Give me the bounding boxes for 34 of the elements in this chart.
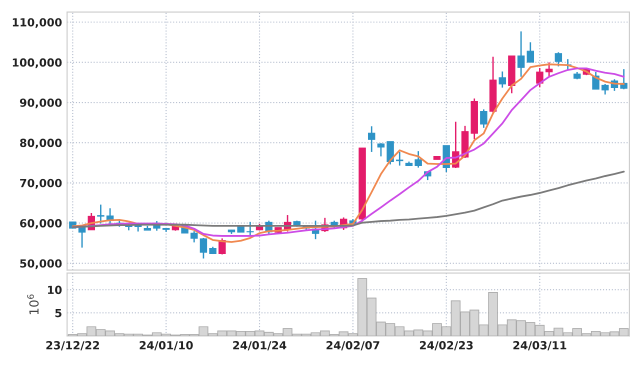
y-tick-label: 90,000 xyxy=(20,98,62,108)
y-tick-label: 110,000 xyxy=(12,18,62,28)
x-tick-label: 24/02/23 xyxy=(420,341,473,350)
candlestick xyxy=(526,42,534,64)
x-tick-label: 24/02/07 xyxy=(326,341,380,350)
y-tick-label: 100,000 xyxy=(12,58,62,68)
y-tick-label: 5 xyxy=(55,308,62,318)
x-tick-label: 24/03/11 xyxy=(513,341,566,350)
y-tick-label: 50,000 xyxy=(20,259,62,270)
candlestick xyxy=(97,204,104,224)
x-tick-label: 24/01/10 xyxy=(140,341,193,350)
candlestick xyxy=(218,238,226,256)
candlestick xyxy=(498,70,506,88)
y-axis-title: 10$^{6}$ xyxy=(27,294,39,314)
candlestick xyxy=(545,62,553,77)
y-tick-label: 10 xyxy=(48,286,62,294)
candlestick xyxy=(200,237,208,260)
candlestick xyxy=(377,142,385,158)
candlestick xyxy=(190,230,198,244)
candlestick xyxy=(554,52,562,68)
candlestick xyxy=(246,221,254,237)
candlestick xyxy=(536,67,544,88)
y-tick-label: 60,000 xyxy=(20,219,62,229)
candlestick xyxy=(386,140,394,166)
y-tick-label: 70,000 xyxy=(20,178,62,189)
candlestick xyxy=(396,151,404,166)
candlestick xyxy=(602,83,609,96)
candlestick xyxy=(368,126,376,153)
candlestick xyxy=(517,30,525,78)
candlestick xyxy=(414,150,422,168)
y-tick-label: 80,000 xyxy=(20,138,62,148)
candlestick xyxy=(480,108,488,129)
x-tick-label: 23/12/22 xyxy=(46,341,99,350)
x-tick-label: 24/01/24 xyxy=(233,341,286,350)
